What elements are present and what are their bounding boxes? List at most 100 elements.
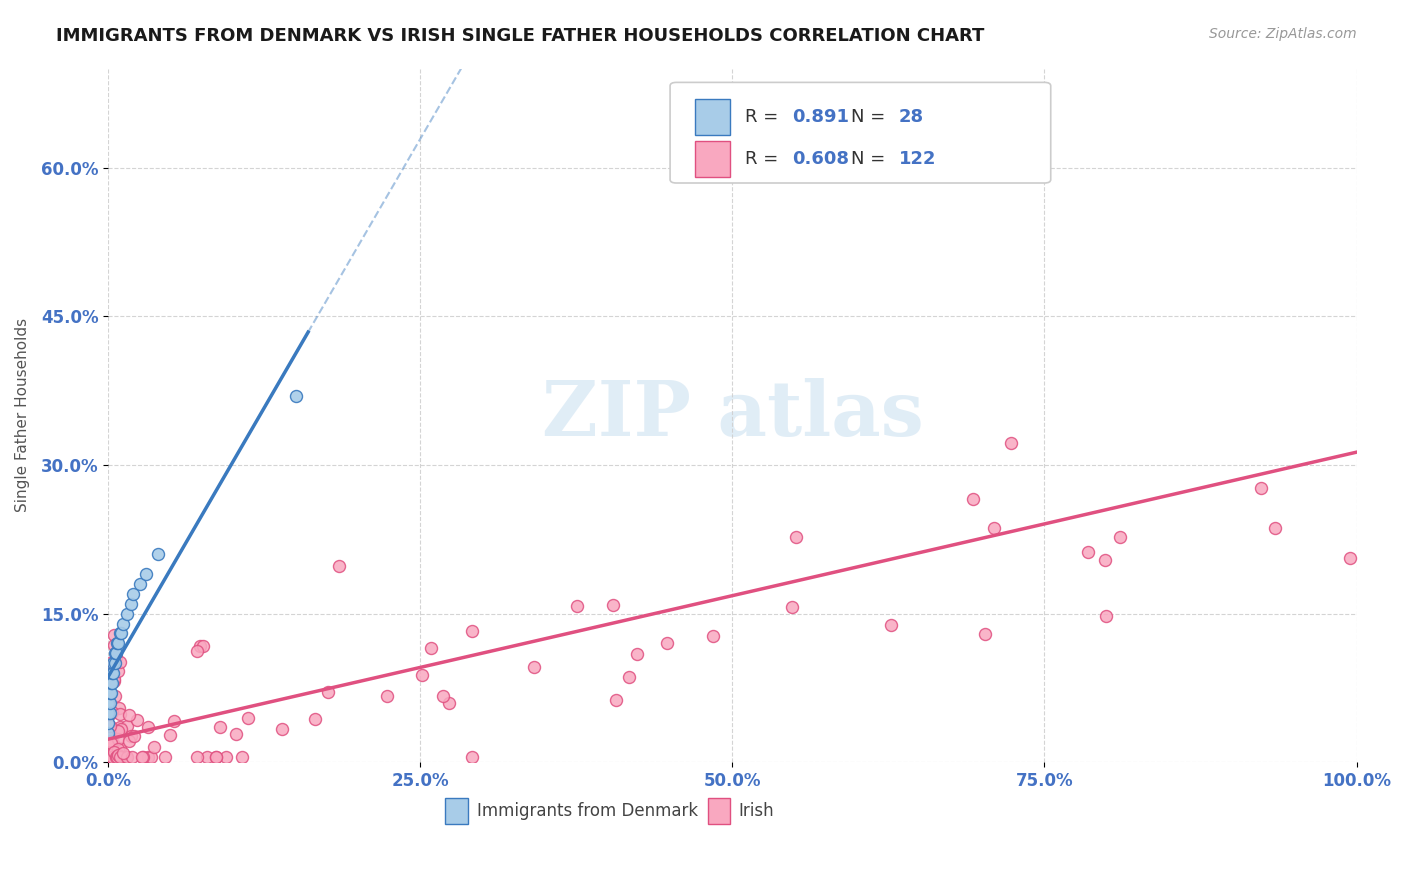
- Point: [215, 750, 238, 764]
- Point: [118, 707, 141, 722]
- Text: 0.608: 0.608: [793, 150, 849, 168]
- Point: [104, 646, 127, 660]
- Point: [270, 723, 292, 737]
- Point: [105, 649, 128, 664]
- Point: [702, 629, 724, 643]
- Point: [101, 750, 124, 764]
- Point: [105, 750, 128, 764]
- Point: [304, 712, 326, 726]
- FancyBboxPatch shape: [671, 82, 1050, 183]
- Point: [983, 520, 1005, 534]
- Point: [108, 626, 131, 640]
- Text: 0.891: 0.891: [793, 108, 849, 126]
- Point: [188, 639, 211, 653]
- Point: [100, 686, 122, 700]
- Point: [523, 659, 546, 673]
- Point: [205, 750, 228, 764]
- Point: [128, 577, 150, 591]
- Point: [98, 719, 121, 733]
- Point: [103, 673, 125, 688]
- Point: [626, 647, 648, 661]
- Text: N =: N =: [851, 108, 891, 126]
- Point: [115, 750, 138, 764]
- Point: [104, 657, 127, 671]
- Point: [439, 696, 461, 710]
- Text: Source: ZipAtlas.com: Source: ZipAtlas.com: [1209, 27, 1357, 41]
- Point: [127, 713, 149, 727]
- Point: [104, 750, 127, 764]
- Text: N =: N =: [851, 150, 891, 168]
- Point: [135, 567, 157, 582]
- Point: [111, 750, 134, 764]
- Point: [122, 730, 145, 744]
- Point: [110, 741, 132, 756]
- Point: [101, 676, 124, 690]
- Point: [112, 616, 135, 631]
- Point: [186, 644, 208, 658]
- Point: [103, 638, 125, 652]
- Point: [120, 729, 142, 743]
- Point: [100, 736, 122, 750]
- Point: [132, 750, 155, 764]
- Point: [225, 727, 247, 741]
- Point: [105, 636, 128, 650]
- FancyBboxPatch shape: [707, 797, 730, 824]
- Point: [461, 750, 484, 764]
- Point: [108, 707, 131, 722]
- Point: [195, 750, 218, 764]
- Point: [880, 618, 903, 632]
- Point: [1264, 520, 1286, 534]
- Point: [97, 725, 120, 739]
- Point: [104, 689, 127, 703]
- Point: [104, 750, 127, 764]
- Point: [153, 750, 176, 764]
- Point: [103, 657, 125, 671]
- Y-axis label: Single Father Households: Single Father Households: [15, 318, 30, 513]
- Point: [110, 750, 132, 764]
- Point: [112, 746, 135, 760]
- Point: [101, 750, 124, 764]
- Text: R =: R =: [745, 108, 785, 126]
- Point: [974, 627, 997, 641]
- Point: [101, 750, 124, 764]
- Point: [107, 723, 129, 738]
- Point: [98, 750, 121, 764]
- Point: [101, 746, 124, 760]
- Point: [101, 750, 124, 764]
- Point: [107, 700, 129, 714]
- Point: [100, 676, 122, 690]
- Point: [318, 685, 340, 699]
- Point: [110, 626, 132, 640]
- Point: [104, 750, 127, 764]
- Point: [105, 750, 128, 764]
- Point: [1250, 481, 1272, 495]
- Point: [103, 736, 125, 750]
- Point: [1094, 553, 1116, 567]
- Point: [117, 734, 139, 748]
- Point: [98, 750, 121, 764]
- Point: [461, 624, 484, 639]
- Point: [98, 706, 121, 720]
- Point: [107, 750, 129, 764]
- Text: 122: 122: [898, 150, 936, 168]
- Point: [159, 728, 181, 742]
- Point: [328, 558, 350, 573]
- Point: [107, 636, 129, 650]
- Point: [104, 750, 127, 764]
- Point: [962, 491, 984, 506]
- Point: [100, 734, 122, 748]
- Point: [420, 641, 443, 656]
- Point: [104, 646, 127, 660]
- Point: [100, 747, 122, 761]
- Point: [236, 711, 259, 725]
- Point: [231, 750, 253, 764]
- Point: [103, 746, 125, 760]
- Point: [139, 750, 162, 764]
- Point: [143, 739, 166, 754]
- Point: [103, 745, 125, 759]
- Point: [107, 742, 129, 756]
- FancyBboxPatch shape: [446, 797, 468, 824]
- Text: 28: 28: [898, 108, 924, 126]
- Point: [657, 636, 679, 650]
- Point: [136, 720, 159, 734]
